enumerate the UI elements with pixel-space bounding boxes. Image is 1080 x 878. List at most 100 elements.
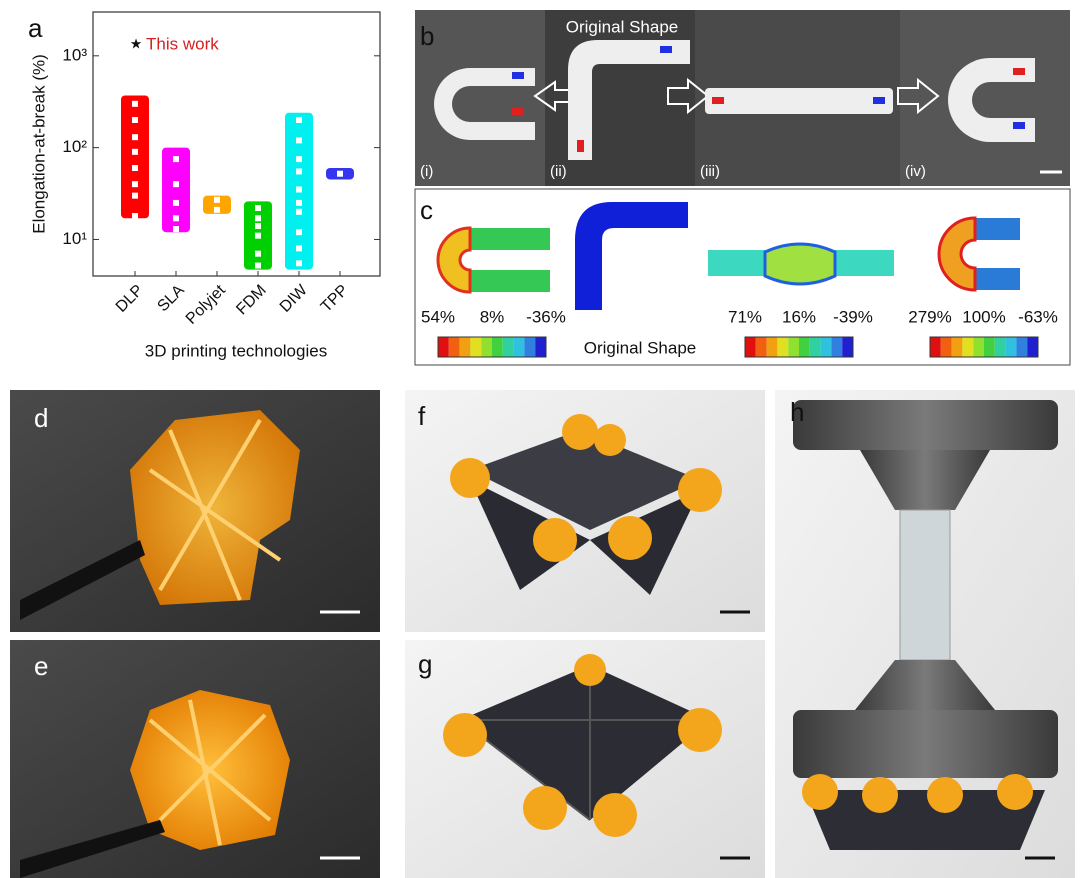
x-tick-label: SLA bbox=[154, 282, 188, 316]
fem-shape bbox=[575, 202, 688, 310]
colorbar-label: 8% bbox=[480, 307, 505, 326]
range-bar bbox=[162, 147, 190, 233]
pyramid bbox=[470, 430, 700, 530]
marker bbox=[512, 108, 524, 115]
sample-u bbox=[948, 58, 1035, 142]
point bbox=[255, 223, 261, 230]
sample-u bbox=[434, 68, 535, 140]
y-tick-label: 10¹ bbox=[62, 229, 87, 248]
pyramid bbox=[470, 480, 700, 595]
colorbar-cell bbox=[951, 337, 963, 357]
colorbar-label: 54% bbox=[421, 307, 455, 326]
photo-label: (ii) bbox=[550, 163, 567, 180]
colorbar-label: 279% bbox=[908, 307, 951, 326]
grip bbox=[860, 450, 990, 510]
colorbar-label: 100% bbox=[962, 307, 1005, 326]
colorbar-cell bbox=[524, 337, 536, 357]
point bbox=[173, 215, 179, 222]
marker bbox=[512, 72, 524, 79]
range-bar bbox=[203, 195, 231, 214]
sample-straight bbox=[705, 88, 893, 114]
colorbar-cell bbox=[984, 337, 995, 357]
photo bbox=[415, 10, 545, 186]
colorbar-cell bbox=[459, 337, 471, 357]
photo-label: (iii) bbox=[700, 163, 720, 180]
joints bbox=[450, 414, 722, 562]
colorbar-cell bbox=[994, 337, 1006, 357]
x-tick-label: DLP bbox=[113, 282, 147, 316]
point bbox=[296, 156, 302, 163]
arrow bbox=[897, 77, 940, 115]
point bbox=[296, 116, 302, 123]
joints bbox=[443, 654, 722, 837]
marker bbox=[873, 97, 885, 104]
photo-title: Original Shape bbox=[566, 17, 678, 36]
caption: Original Shape bbox=[584, 338, 696, 357]
marker bbox=[660, 46, 672, 53]
point bbox=[132, 213, 138, 220]
colorbar-cell bbox=[1027, 337, 1038, 357]
grip bbox=[855, 660, 995, 710]
x-axis-label: 3D printing technologies bbox=[145, 341, 327, 360]
fem-shape bbox=[763, 242, 837, 286]
y-tick-label: 10³ bbox=[62, 45, 87, 64]
colorbar-frame bbox=[744, 336, 854, 358]
colorbar-cell bbox=[799, 337, 810, 357]
panel-letter: a bbox=[28, 13, 43, 43]
colorbar-cell bbox=[766, 337, 778, 357]
joints bbox=[802, 774, 1033, 813]
panel-e: e bbox=[10, 640, 380, 878]
colorbar-cell bbox=[820, 337, 832, 357]
plot-frame bbox=[92, 11, 381, 277]
colorbar-label: -63% bbox=[1018, 307, 1058, 326]
point bbox=[214, 206, 220, 213]
point bbox=[337, 170, 343, 177]
plate bbox=[793, 710, 1058, 778]
point bbox=[132, 116, 138, 123]
tweezers bbox=[20, 540, 145, 620]
colorbar-cell bbox=[940, 337, 952, 357]
fem-shape bbox=[937, 216, 977, 292]
colorbar-label: -36% bbox=[526, 307, 566, 326]
panel-letter: d bbox=[34, 403, 48, 433]
colorbar-cell bbox=[513, 337, 525, 357]
point bbox=[214, 196, 220, 203]
marker bbox=[1013, 68, 1025, 75]
colorbar-cell bbox=[831, 337, 843, 357]
annotation: This work bbox=[146, 34, 219, 53]
point bbox=[132, 192, 138, 199]
colorbar-frame bbox=[437, 336, 547, 358]
point bbox=[296, 168, 302, 175]
colorbar-cell bbox=[492, 337, 503, 357]
photo bbox=[900, 10, 1070, 186]
panel-letter: b bbox=[420, 21, 434, 51]
range-bar bbox=[121, 95, 149, 219]
x-tick-label: DIW bbox=[277, 281, 312, 316]
point bbox=[132, 148, 138, 155]
colorbar-label: -39% bbox=[833, 307, 873, 326]
colorbar-cell bbox=[535, 337, 546, 357]
lattice-object bbox=[130, 410, 300, 605]
x-tick-label: Polyjet bbox=[183, 281, 229, 327]
panel-letter: h bbox=[790, 397, 804, 427]
annotation-marker: ★ bbox=[130, 36, 143, 52]
arrow bbox=[667, 77, 710, 115]
point bbox=[296, 186, 302, 193]
point bbox=[296, 260, 302, 267]
point bbox=[255, 262, 261, 269]
colorbar-frame bbox=[929, 336, 1039, 358]
marker bbox=[712, 97, 724, 104]
point bbox=[255, 215, 261, 222]
colorbar-cell bbox=[1005, 337, 1017, 357]
point bbox=[132, 134, 138, 141]
colorbar-cell bbox=[842, 337, 853, 357]
colorbar-cell bbox=[448, 337, 460, 357]
specimen bbox=[899, 509, 951, 661]
colorbar-label: 16% bbox=[782, 307, 816, 326]
colorbar-cell bbox=[470, 337, 482, 357]
colorbar-cell bbox=[930, 337, 941, 357]
y-tick-label: 10² bbox=[62, 137, 87, 156]
photo-label: (iv) bbox=[905, 163, 926, 180]
panel-letter: g bbox=[418, 649, 432, 679]
